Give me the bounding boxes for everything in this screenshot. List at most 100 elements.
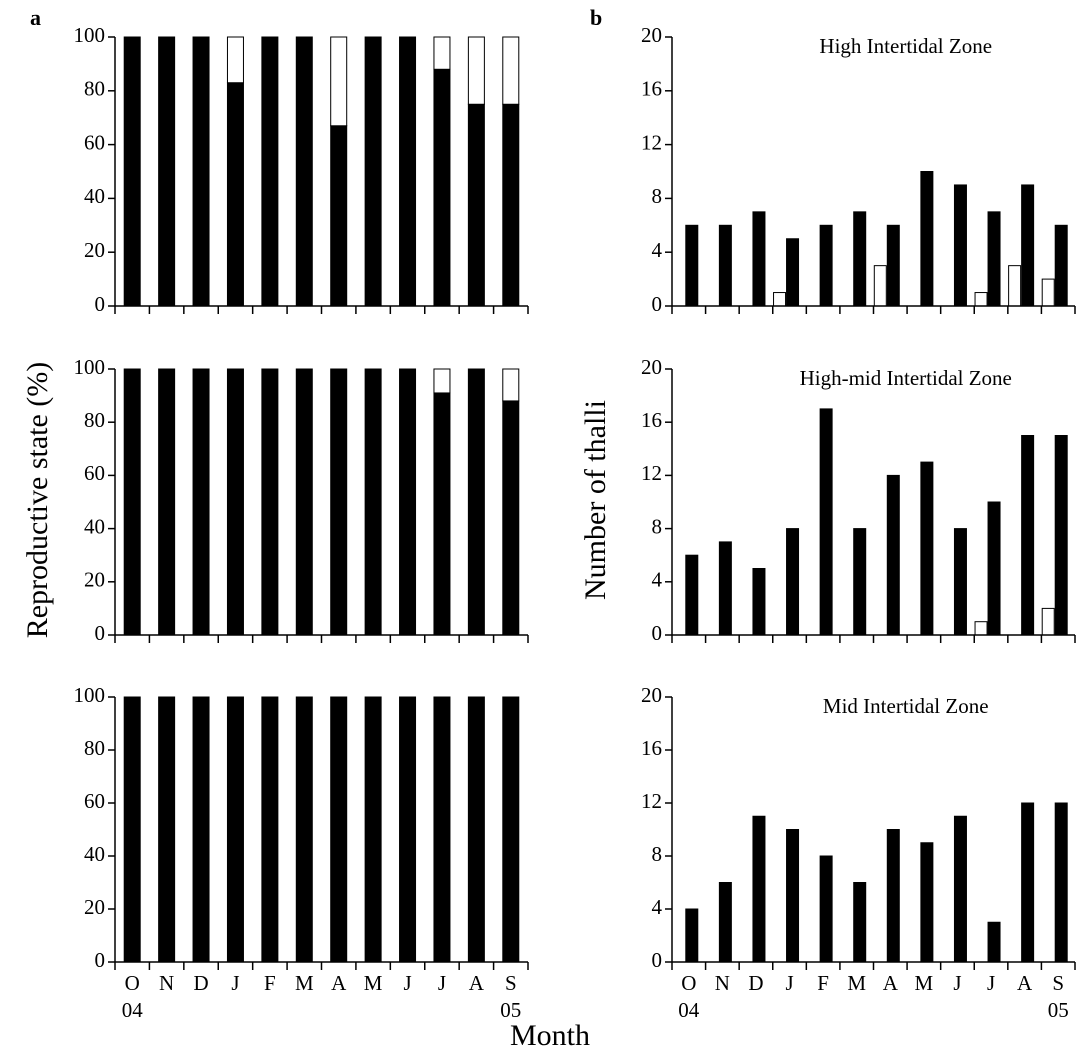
bar-segment: [295, 696, 313, 963]
x-tick-label: S: [505, 971, 517, 995]
bar: [1054, 802, 1068, 963]
bar: [819, 408, 833, 636]
x-tick-label: M: [295, 971, 314, 995]
bar-segment: [364, 36, 382, 307]
bar-segment: [226, 368, 244, 636]
x-tick-label: A: [331, 971, 347, 995]
x-tick-label: J: [785, 971, 793, 995]
year-label: 04: [678, 998, 700, 1022]
bar-segment: [399, 368, 417, 636]
bar-segment: [158, 696, 176, 963]
y-tick-label: 100: [74, 23, 106, 47]
y-tick-label: 16: [641, 736, 662, 760]
bar-segment: [467, 103, 485, 307]
y-tick-label: 0: [95, 948, 106, 972]
bar-segment: [226, 36, 244, 84]
y-tick-label: 80: [84, 77, 105, 101]
y-axis-label: Reproductive state (%): [21, 362, 54, 639]
bar: [920, 171, 934, 307]
bar-segment: [467, 368, 485, 636]
bar: [718, 882, 732, 963]
y-tick-label: 60: [84, 461, 105, 485]
x-tick-label: F: [817, 971, 829, 995]
bar: [920, 842, 934, 963]
bar-segment: [502, 400, 520, 636]
bar: [873, 265, 887, 307]
bar: [1041, 607, 1055, 636]
bar: [685, 908, 699, 963]
y-tick-label: 0: [95, 621, 106, 645]
y-tick-label: 80: [84, 736, 105, 760]
x-tick-label: J: [953, 971, 961, 995]
x-tick-label: F: [264, 971, 276, 995]
bar-segment: [502, 368, 520, 402]
y-tick-label: 12: [641, 461, 662, 485]
x-tick-label: D: [193, 971, 208, 995]
bar: [853, 882, 867, 963]
panel-label: b: [590, 5, 602, 30]
bar-segment: [123, 368, 141, 636]
panel-label: a: [30, 5, 41, 30]
bar: [886, 474, 900, 636]
x-tick-label: M: [915, 971, 934, 995]
bar-segment: [158, 36, 176, 307]
bar-segment: [502, 103, 520, 307]
bar: [1021, 435, 1035, 636]
bar: [1041, 278, 1055, 307]
panel-title: High-mid Intertidal Zone: [800, 366, 1012, 390]
bar-segment: [502, 36, 520, 105]
bar: [773, 292, 787, 307]
bar-segment: [433, 36, 451, 70]
bar-segment: [261, 696, 279, 963]
bar: [685, 224, 699, 307]
x-tick-label: J: [231, 971, 239, 995]
bar: [752, 568, 766, 636]
y-tick-label: 0: [652, 292, 663, 316]
x-axis-label: Month: [510, 1019, 590, 1052]
bar-segment: [295, 368, 313, 636]
panel-title: High Intertidal Zone: [819, 34, 992, 58]
y-tick-label: 8: [652, 514, 663, 538]
bar-segment: [330, 36, 348, 127]
y-tick-label: 4: [652, 895, 663, 919]
bar-segment: [261, 36, 279, 307]
x-tick-label: M: [847, 971, 866, 995]
bar-segment: [364, 696, 382, 963]
y-axis-label: Number of thalli: [579, 400, 612, 600]
bar: [786, 528, 800, 636]
bar: [920, 461, 934, 636]
bar: [987, 211, 1001, 307]
bar: [1008, 265, 1022, 307]
bar-segment: [433, 68, 451, 307]
bar-segment: [467, 36, 485, 105]
bar-segment: [226, 82, 244, 307]
bar: [1021, 802, 1035, 963]
y-tick-label: 40: [84, 514, 105, 538]
bar: [953, 184, 967, 307]
bar: [685, 554, 699, 636]
bar-segment: [330, 696, 348, 963]
bar-segment: [330, 125, 348, 307]
bar: [886, 829, 900, 963]
bar-segment: [433, 368, 451, 394]
bar-segment: [192, 696, 210, 963]
year-label: 05: [1048, 998, 1069, 1022]
bar: [1054, 435, 1068, 636]
x-tick-label: N: [715, 971, 730, 995]
bar-segment: [158, 368, 176, 636]
y-tick-label: 12: [641, 130, 662, 154]
bar-segment: [295, 36, 313, 307]
bar-segment: [261, 368, 279, 636]
bar-segment: [123, 696, 141, 963]
bar-segment: [364, 368, 382, 636]
x-tick-label: M: [364, 971, 383, 995]
y-tick-label: 8: [652, 842, 663, 866]
y-tick-label: 60: [84, 789, 105, 813]
y-tick-label: 20: [641, 355, 662, 379]
bar: [987, 921, 1001, 963]
y-tick-label: 20: [84, 895, 105, 919]
y-tick-label: 40: [84, 184, 105, 208]
y-tick-label: 8: [652, 184, 663, 208]
bar: [819, 224, 833, 307]
